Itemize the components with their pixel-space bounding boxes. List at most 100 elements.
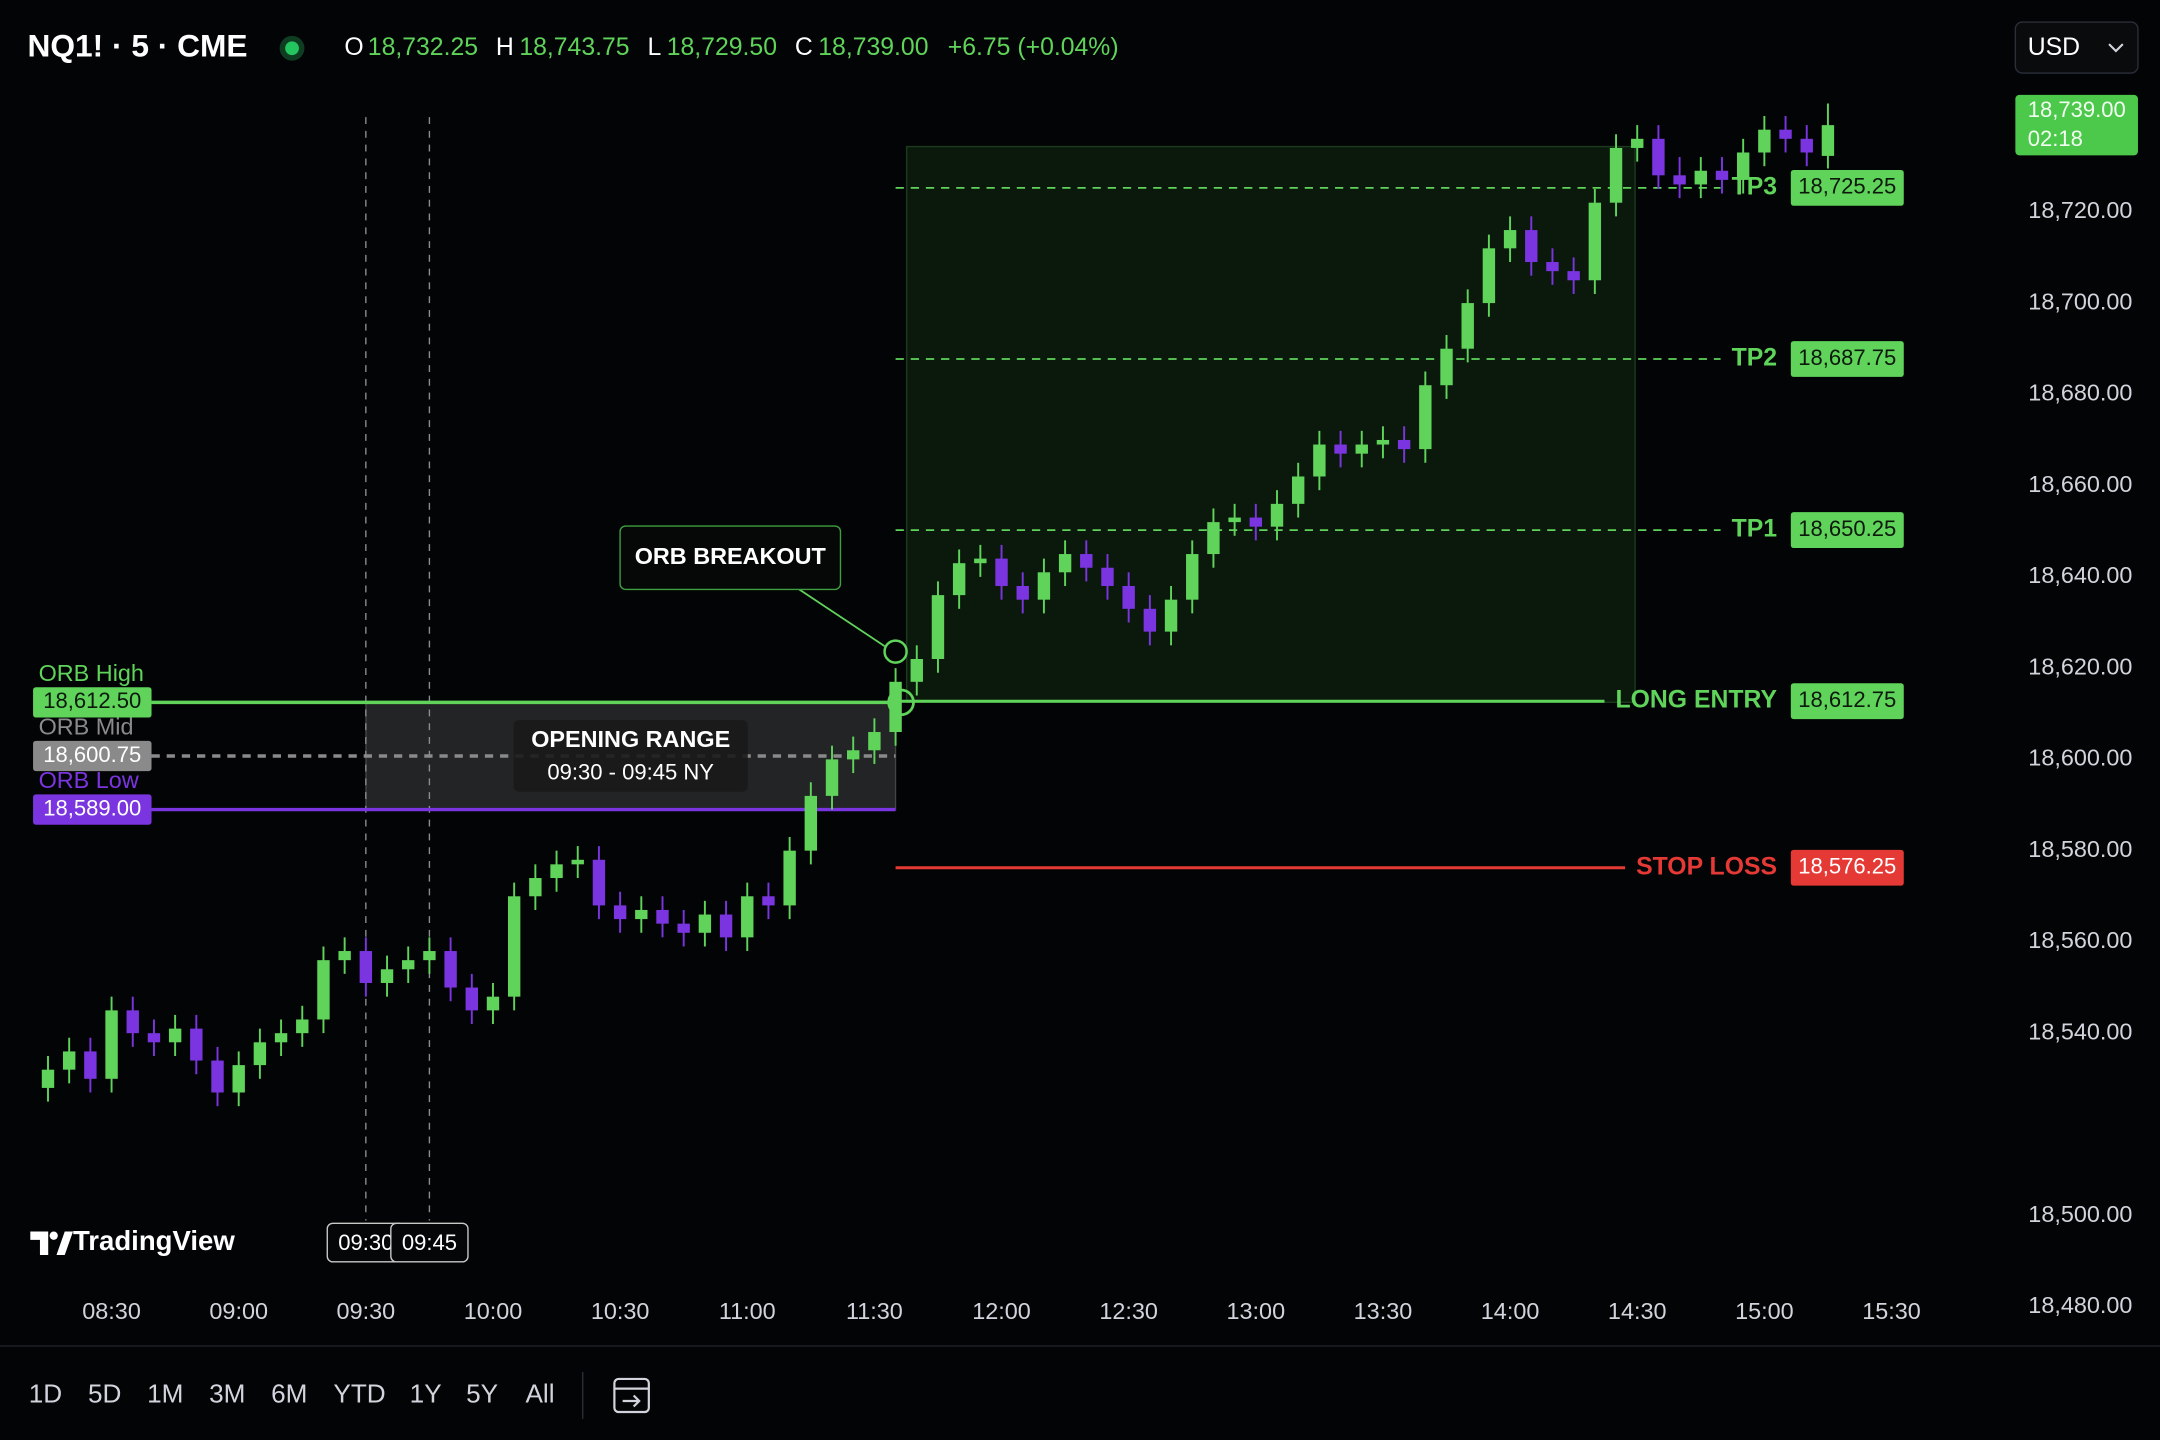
candle-body [190,1028,203,1061]
currency[interactable]: USD [2028,34,2080,61]
range-button[interactable]: 1Y [410,1378,442,1408]
level-name: TP2 [1732,345,1777,372]
x-tick-label: 12:00 [972,1298,1031,1324]
level-value: 18,589.00 [43,795,141,820]
level-name: LONG ENTRY [1615,687,1777,714]
range-button[interactable]: 5D [88,1378,121,1408]
candle-body [741,896,754,938]
range-button[interactable]: 1D [29,1378,62,1408]
candle-body [1758,129,1771,153]
level-name: ORB Low [39,767,139,793]
annotation-box [619,525,842,591]
range-button[interactable]: 6M [271,1378,307,1408]
candle-body [1313,444,1326,477]
candle-body [62,1051,76,1070]
candle-body [1143,608,1157,632]
range-button[interactable]: 3M [209,1378,245,1408]
calendar-icon[interactable] [622,1394,641,1408]
candle-body [592,859,606,906]
candle-body [1482,248,1496,304]
logo: TradingView [30,1225,235,1256]
candle-body [1694,170,1707,185]
last-price-box [2015,94,2138,156]
target-zone [905,145,1636,704]
candle-body [380,969,394,983]
x-tick-label: 09:00 [209,1298,268,1324]
candle-body [804,795,818,851]
range-button[interactable]: 5Y [466,1378,498,1408]
candle-body [1164,599,1178,632]
x-tick-label: 11:30 [846,1298,903,1324]
candle-body [1186,554,1199,600]
y-tick-label: 18,620.00 [2028,653,2132,679]
candle-body [868,732,881,751]
level-value: 18,650.25 [1798,516,1896,541]
candle-body [1291,476,1305,504]
candle-body [529,878,542,897]
calendar-icon[interactable] [613,1377,650,1414]
level-name: ORB Mid [39,714,134,740]
candle-body [105,1010,118,1079]
ohlc-value: 18,729.50 [667,34,777,61]
chevron[interactable] [2108,43,2124,53]
opening-range-subtitle: 09:30 - 09:45 NY [547,760,714,785]
x-tick-label: 10:00 [464,1298,523,1324]
candle-body [719,914,733,938]
level-value: 18,612.50 [43,688,141,713]
candle-body [486,996,500,1011]
y-tick-label: 18,580.00 [2028,836,2132,862]
entry-circle [887,688,915,717]
ohlc-label: C [795,34,813,61]
candle-body [232,1065,245,1093]
x-tick-label: 10:30 [591,1298,650,1324]
currency-box[interactable] [2014,21,2139,74]
candle-body [677,923,690,933]
y-tick-label: 18,660.00 [2028,471,2132,497]
y-tick-label: 18,540.00 [2028,1018,2132,1044]
candle-body [1334,444,1347,454]
level-value-box [33,687,152,718]
candle-body [1631,138,1644,148]
ohlc-label: O [344,34,363,61]
candle-body [274,1033,288,1043]
level-value: 18,612.75 [1798,687,1896,712]
annotation-pointer [798,588,886,647]
change: +6.75 (+0.04%) [948,34,1119,61]
y-tick-label: 18,500.00 [2028,1201,2132,1227]
candle-body [1525,230,1538,263]
date-range-button[interactable] [613,1377,650,1414]
level-value-box [1790,849,1904,886]
level-value-box [1790,169,1904,206]
level-value-box [1790,683,1904,720]
y-tick-label: 18,720.00 [2028,197,2132,223]
candle-body [1503,230,1517,249]
candle-body [1461,303,1474,349]
x-tick-label: 14:30 [1608,1298,1667,1324]
candle-body [995,558,1008,586]
candle-body [1122,585,1135,609]
level-value: 18,576.25 [1798,854,1896,879]
currency-select[interactable]: USD [2014,21,2139,74]
logo-text: TradingView [73,1225,235,1256]
candle-body [571,859,584,865]
candle-body [211,1060,224,1093]
level-value-box [1790,341,1904,377]
x-tick-label: 12:30 [1099,1298,1158,1324]
candle-body [1673,175,1686,185]
candle-body [550,864,563,879]
x-tick-label: 15:30 [1862,1298,1921,1324]
range-button[interactable]: YTD [333,1378,385,1408]
candle-body [253,1042,267,1066]
x-tick-label: 15:00 [1735,1298,1794,1324]
range-button[interactable]: All [525,1378,554,1408]
candle-body [931,595,945,660]
countdown: 02:18 [2028,126,2083,151]
x-tick-label: 09:30 [337,1298,396,1324]
candle-body [1736,152,1750,180]
ohlc-value: 18,732.25 [368,34,478,61]
candle-body [1397,439,1411,450]
range-button[interactable]: 1M [147,1378,183,1408]
candle-body [1567,271,1580,281]
candle-body [444,951,457,988]
